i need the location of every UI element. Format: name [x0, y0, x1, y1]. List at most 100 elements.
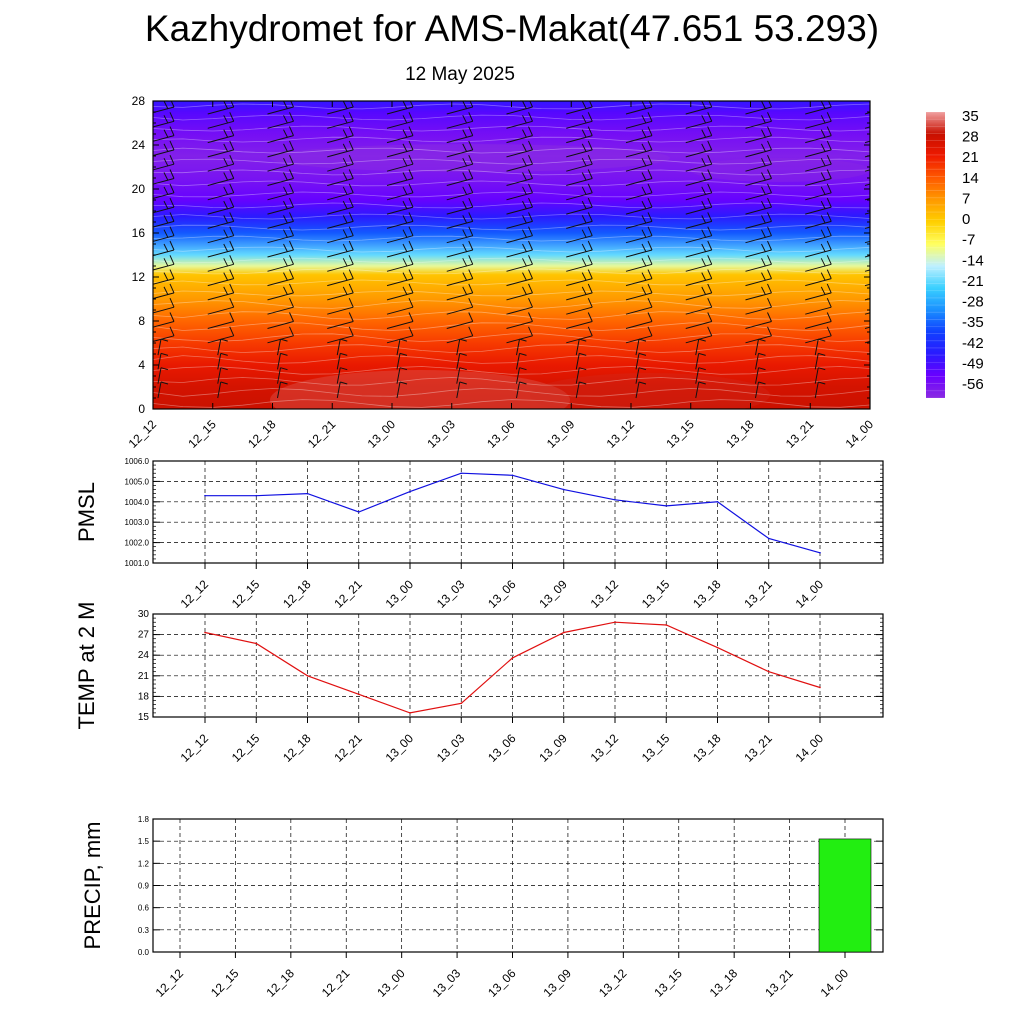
wind-barb: [207, 269, 235, 287]
wind-barb: [805, 197, 832, 215]
contour-line: [153, 147, 870, 154]
pmsl-data-point: [306, 492, 309, 495]
wind-barb: [153, 297, 175, 314]
wind-barb: [446, 240, 474, 258]
wind-barb: [745, 269, 772, 287]
wind-barb: [267, 283, 294, 301]
wind-barb: [386, 140, 414, 158]
wind-barb: [864, 212, 870, 215]
heatmap-xtick-label: 12_18: [245, 417, 279, 451]
precip-ytick-label: 0.3: [138, 926, 150, 935]
contour-line: [153, 125, 870, 132]
wind-barb: [685, 283, 713, 301]
wind-barb: [864, 112, 870, 115]
temp-xtick-label: 13_09: [536, 731, 570, 765]
precip-xtick-label: 13_12: [596, 966, 630, 1000]
wind-barb: [327, 112, 354, 129]
temp-xtick-label: 13_03: [434, 731, 468, 765]
pmsl-xtick-label: 13_03: [434, 577, 468, 611]
wind-barb: [685, 197, 713, 215]
temp-ytick-label: 21: [138, 671, 150, 682]
wind-barb: [625, 183, 653, 201]
wind-barb: [745, 183, 772, 201]
contour-line: [153, 246, 870, 253]
heatmap-xtick-label: 13_03: [424, 417, 458, 451]
wind-barb: [506, 297, 533, 315]
wind-barb: [566, 312, 593, 329]
pmsl-data-point: [562, 488, 565, 491]
wind-barb: [446, 226, 474, 244]
contour-line: [153, 169, 870, 176]
wind-barb: [153, 169, 175, 185]
pmsl-data-point: [204, 494, 206, 497]
wind-barb: [386, 255, 414, 272]
wind-barb: [805, 169, 832, 186]
contour-line: [153, 257, 870, 264]
wind-barb: [566, 269, 593, 287]
wind-barb: [267, 297, 294, 315]
precip-ytick-label: 0.0: [138, 948, 150, 957]
wind-barb: [745, 169, 772, 186]
wind-barb: [864, 140, 870, 144]
colorbar-label: -7: [962, 232, 975, 249]
wind-barb: [745, 197, 772, 215]
wind-barb: [805, 326, 832, 344]
contour-line: [153, 300, 870, 309]
temp-data-point: [716, 646, 719, 649]
pmsl-data-point: [767, 537, 770, 540]
wind-barb: [745, 226, 772, 244]
wind-barb: [446, 112, 474, 129]
temp-ytick-label: 27: [138, 630, 150, 641]
wind-barb: [277, 381, 288, 399]
wind-barb: [153, 126, 175, 142]
wind-barb: [805, 226, 832, 244]
precip-xtick-label: 13_03: [430, 966, 464, 1000]
pmsl-data-point: [665, 505, 668, 507]
wind-barb: [566, 169, 593, 186]
wind-barb: [625, 169, 653, 186]
wind-barb: [506, 212, 533, 229]
colorbar-label: -56: [962, 376, 984, 393]
wind-barb: [506, 326, 533, 344]
pmsl-data-point: [460, 472, 463, 475]
contour-line: [153, 377, 870, 386]
heatmap-ytick-label: 28: [132, 94, 146, 108]
wind-barb: [566, 183, 593, 201]
wind-barb: [685, 240, 713, 258]
heatmap-ytick-label: 16: [132, 226, 146, 240]
wind-barb: [267, 240, 294, 258]
contour-line: [153, 213, 870, 220]
pmsl-xtick-label: 12_12: [178, 577, 212, 611]
temp-data-point: [767, 670, 770, 673]
pmsl-data-point: [614, 498, 616, 501]
precip-ytick-label: 0.9: [138, 882, 150, 891]
colorbar-label: -28: [962, 294, 984, 311]
pmsl-ytick-label: 1005.0: [125, 477, 150, 486]
wind-barb: [805, 312, 832, 329]
wind-barb: [566, 154, 593, 172]
pmsl-xtick-label: 13_06: [485, 577, 519, 611]
wind-barb: [327, 269, 354, 287]
heatmap-xtick-label: 13_00: [365, 417, 399, 451]
wind-barb: [386, 283, 414, 301]
precip-ytick-label: 1.5: [138, 837, 150, 846]
warm-core: [270, 370, 570, 409]
colorbar-label: 21: [962, 149, 979, 166]
wind-barb: [625, 297, 653, 315]
pmsl-xtick-label: 12_15: [229, 577, 263, 611]
pmsl-xtick-label: 14_00: [793, 577, 827, 611]
wind-barb: [336, 381, 348, 399]
wind-barb: [745, 112, 772, 129]
wind-barb: [153, 197, 175, 214]
wind-barb: [566, 112, 593, 129]
wind-barb: [805, 154, 832, 172]
wind-barb: [386, 240, 414, 258]
temp-ylabel: TEMP at 2 M: [74, 602, 99, 730]
temp-xtick-label: 13_15: [639, 731, 673, 765]
wind-barb: [864, 283, 870, 287]
precip-xtick-label: 13_18: [707, 966, 741, 1000]
wind-barb: [456, 381, 467, 399]
wind-barb: [864, 340, 870, 344]
wind-barb: [625, 226, 653, 244]
